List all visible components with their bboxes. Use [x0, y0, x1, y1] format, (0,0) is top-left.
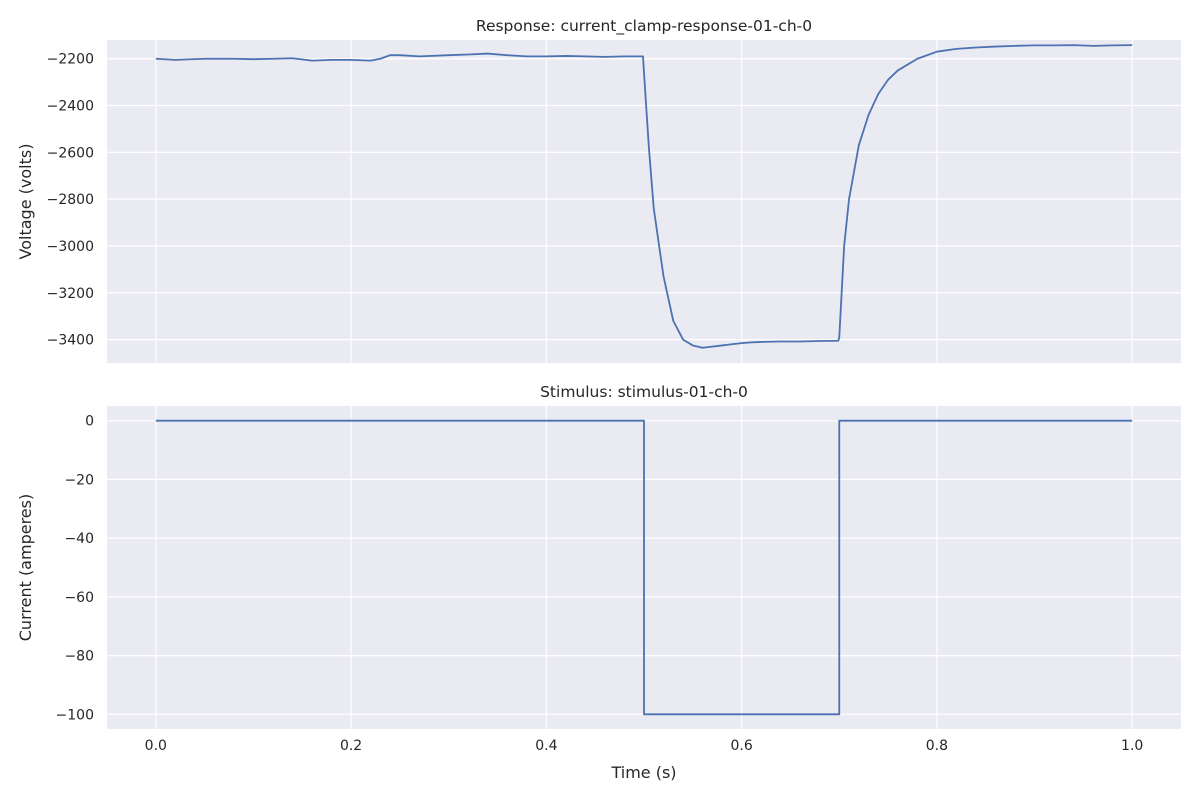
- response-y-tick-label: −2400: [47, 99, 94, 115]
- stimulus-y-tick-label: −60: [64, 590, 94, 606]
- response-plot-area: [107, 40, 1181, 363]
- stimulus-x-tick-label: 0.2: [340, 738, 362, 754]
- stimulus-y-axis-label: Current (amperes): [16, 494, 35, 641]
- response-title: Response: current_clamp-response-01-ch-0: [476, 17, 812, 36]
- stimulus-panel: 0.0 0.2 0.4 0.6 0.8 1.0 −100 −80 −60 −40 −20 0 Stimu…: [16, 383, 1181, 782]
- stimulus-x-tick-label: 0.4: [535, 738, 557, 754]
- stimulus-y-tick-label: −20: [64, 472, 94, 488]
- stimulus-title: Stimulus: stimulus-01-ch-0: [540, 383, 748, 401]
- stimulus-x-tick-label: 1.0: [1121, 738, 1143, 754]
- response-panel: −3400 −3200 −3000 −2800 −2600 −2400 −2200 Respo…: [16, 17, 1181, 363]
- response-y-tick-label: −2600: [47, 145, 94, 161]
- stimulus-x-tick-label: 0.8: [926, 738, 948, 754]
- response-y-tick-label: −3000: [47, 239, 94, 255]
- response-y-axis-label: Voltage (volts): [16, 144, 35, 260]
- response-y-tick-label: −2200: [47, 52, 94, 68]
- stimulus-x-tick-label: 0.6: [731, 738, 753, 754]
- stimulus-x-axis-label: Time (s): [610, 763, 676, 782]
- stimulus-y-tick-label: 0: [85, 414, 94, 430]
- response-series-line: [155, 44, 1133, 349]
- stimulus-x-tick-label: 0.0: [145, 738, 167, 754]
- stimulus-y-tick-label: −80: [64, 649, 94, 665]
- stimulus-series-line: [155, 419, 1133, 716]
- response-y-tick-label: −2800: [47, 192, 94, 208]
- stimulus-y-tick-label: −40: [64, 531, 94, 547]
- response-y-tick-label: −3200: [47, 286, 94, 302]
- response-y-tick-label: −3400: [47, 333, 94, 349]
- stimulus-y-tick-label: −100: [56, 707, 94, 723]
